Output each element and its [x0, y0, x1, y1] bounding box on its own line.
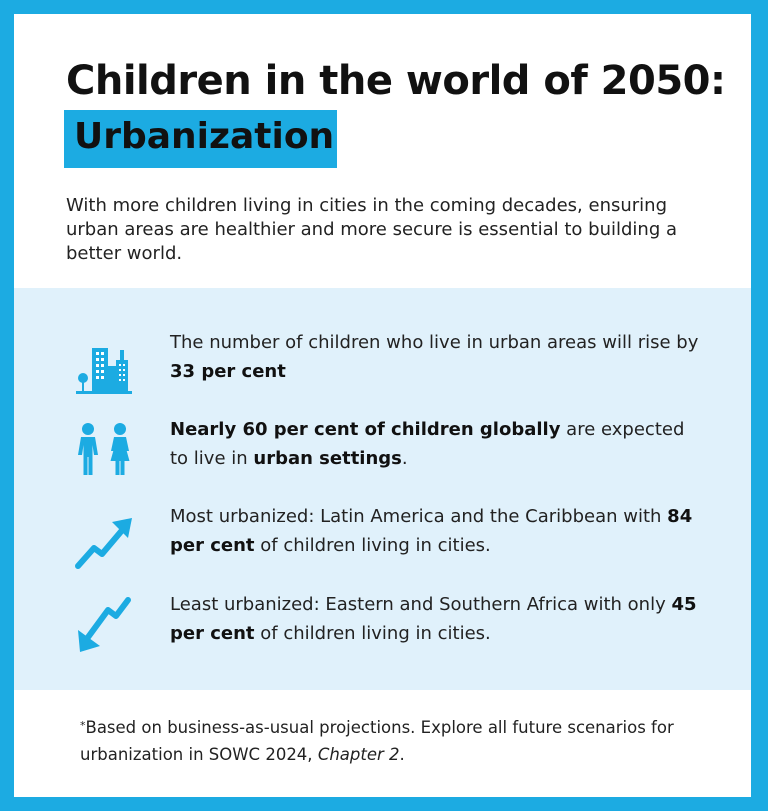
subtitle-highlight	[64, 110, 337, 168]
trend-up-icon	[75, 518, 132, 569]
stats-panel: The number of children who live in urban…	[14, 288, 751, 690]
stat-text: The number of children who live in urban…	[170, 328, 700, 386]
infographic-card: Children in the world of 2050: Urbanizat…	[14, 14, 751, 797]
stat-text: Nearly 60 per cent of children globally …	[170, 415, 700, 473]
stat-phrase: .	[401, 448, 408, 469]
children-icon	[78, 423, 130, 475]
stat-highlight: 84 per cent	[170, 506, 693, 556]
stat-highlight: urban settings	[253, 448, 402, 469]
stat-phrase: Least urbanized: Eastern and Southern Af…	[170, 594, 672, 615]
stat-highlight: Nearly 60 per cent of children globally	[170, 419, 561, 440]
stat-text: Most urbanized: Latin America and the Ca…	[170, 502, 700, 560]
stat-phrase: Most urbanized: Latin America and the Ca…	[170, 506, 668, 527]
footnote-end: .	[399, 745, 405, 764]
city-buildings-icon	[76, 348, 132, 394]
stat-highlight: 33 per cent	[170, 361, 286, 382]
stat-phrase: are expected to live in	[170, 419, 685, 469]
stat-phrase: of children living in cities.	[254, 535, 491, 556]
footnote-text: Based on business-as-usual projections. …	[80, 718, 674, 764]
footnote-chapter: Chapter 2	[317, 745, 400, 764]
page-subtitle: Urbanization	[74, 116, 335, 157]
intro-paragraph: With more children living in cities in t…	[66, 195, 677, 264]
footnote-marker: *	[80, 719, 86, 732]
page-title: Children in the world of 2050:	[66, 58, 726, 104]
stat-phrase: of children living in cities.	[254, 623, 491, 644]
stat-text: Least urbanized: Eastern and Southern Af…	[170, 590, 700, 648]
footnote: *Based on business-as-usual projections.…	[80, 714, 720, 768]
trend-down-icon	[78, 597, 131, 652]
stat-phrase: The number of children who live in urban…	[170, 332, 699, 353]
stat-highlight: 45 per cent	[170, 594, 697, 644]
